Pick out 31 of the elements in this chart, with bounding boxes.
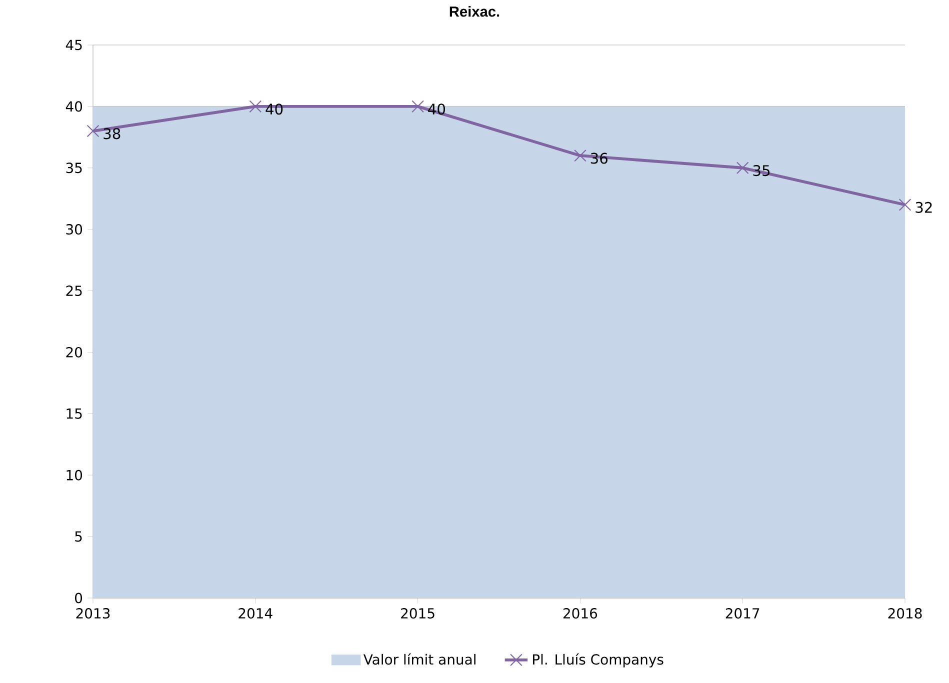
point xyxy=(736,162,749,174)
data-label: 38 xyxy=(104,128,120,140)
y-tick-label: 0 xyxy=(75,592,82,604)
point xyxy=(86,124,100,138)
x-tick-label: 2014 xyxy=(238,608,272,619)
x-tick-label: 2016 xyxy=(563,608,598,619)
point xyxy=(412,100,424,113)
x-tick-label: 2018 xyxy=(888,608,922,619)
y-tick-label: 10 xyxy=(66,470,82,480)
x-tick-label: 2013 xyxy=(76,608,110,619)
y-tick-label: 5 xyxy=(75,531,82,542)
x-tick-label: 2015 xyxy=(401,608,434,619)
y-tick-label: 45 xyxy=(66,40,82,50)
y-tick-label: 20 xyxy=(66,346,82,358)
y-tick-label: 25 xyxy=(66,286,82,296)
y-tick-label: 35 xyxy=(66,162,82,174)
point xyxy=(574,149,586,162)
point xyxy=(898,198,912,211)
data-label: 36 xyxy=(590,152,608,164)
x-tick-label: 2017 xyxy=(726,608,760,619)
y-tick-label: 30 xyxy=(66,224,82,235)
y-tick-label: 40 xyxy=(66,101,82,112)
data-label: 40 xyxy=(266,104,283,115)
data-label: 35 xyxy=(753,165,770,176)
legend-label: Valor límit anual xyxy=(363,653,476,665)
data-label: 40 xyxy=(428,104,446,115)
data-label: 32 xyxy=(916,202,932,213)
legend-label: Pl. Lluís Companys xyxy=(533,653,664,668)
y-tick-label: 15 xyxy=(66,408,82,419)
point xyxy=(249,100,262,113)
chart-title: Reixac. xyxy=(450,6,500,17)
